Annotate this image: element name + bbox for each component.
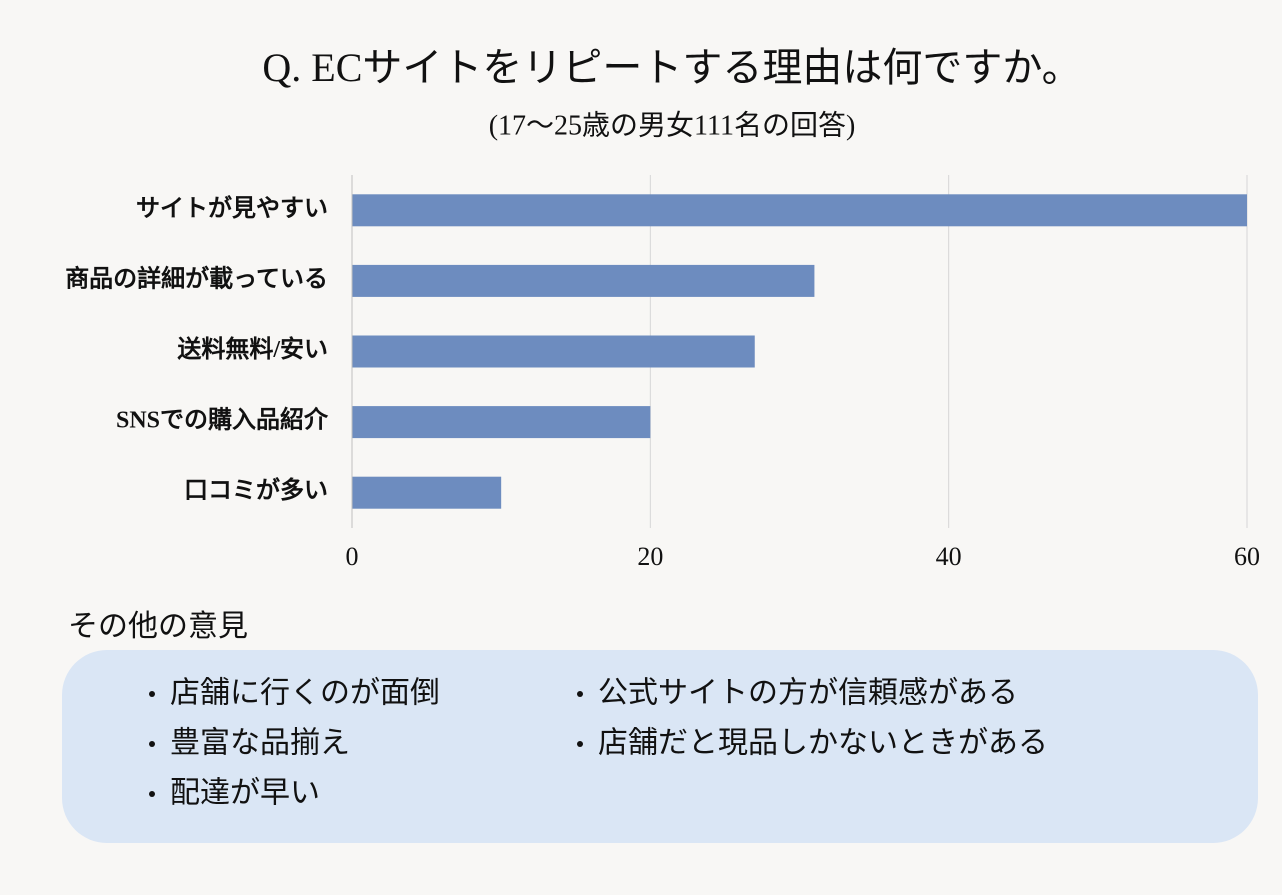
x-tick-label: 0 [346,542,359,571]
bar [352,335,755,368]
bullet [577,691,583,697]
y-tick-label: 送料無料/安い [177,335,328,363]
chart-title: Q. ECサイトをリピートする理由は何ですか。 [262,45,1081,90]
opinion-item: 配達が早い [170,776,320,811]
chart-subtitle: (17〜25歳の男女111名の回答) [489,109,856,141]
bar [352,476,502,509]
opinions-title: その他の意見 [68,610,248,643]
opinion-item: 店舗だと現品しかないときがある [598,726,1048,761]
opinions-box [62,650,1258,843]
bullet [149,741,155,747]
bullet [149,791,155,797]
bullet [149,691,155,697]
x-tick-label: 40 [936,542,962,571]
y-tick-label: サイトが見やすい [136,194,328,222]
opinion-item: 豊富な品揃え [170,726,350,761]
y-tick-label: 商品の詳細が載っている [65,264,328,292]
y-tick-label: 口コミが多い [184,476,328,504]
bar [352,406,651,439]
y-tick-label: SNSでの購入品紹介 [116,406,329,434]
x-tick-label: 60 [1234,542,1260,571]
opinion-item: 公式サイトの方が信頼感がある [598,676,1018,711]
bar [352,194,1247,227]
bar [352,264,815,297]
bullet [577,741,583,747]
opinion-item: 店舗に行くのが面倒 [170,676,440,711]
x-tick-label: 20 [637,542,663,571]
